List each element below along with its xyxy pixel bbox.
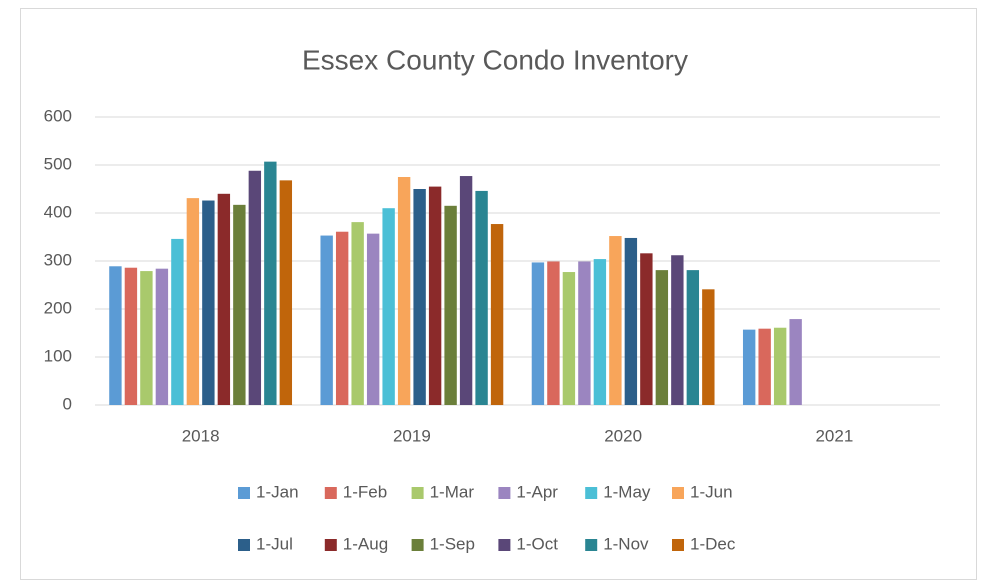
legend-swatch bbox=[672, 539, 684, 551]
bar bbox=[702, 289, 715, 405]
bar bbox=[171, 238, 184, 405]
legend-label: 1-Feb bbox=[343, 482, 387, 501]
legend-swatch bbox=[585, 539, 598, 551]
legend-label: 1-May bbox=[603, 482, 651, 501]
bar bbox=[217, 193, 231, 405]
bar bbox=[140, 271, 153, 405]
bar bbox=[562, 272, 576, 405]
bar bbox=[413, 189, 426, 405]
bar bbox=[475, 190, 488, 405]
legend-label: 1-Jun bbox=[690, 482, 733, 501]
x-tick-label: 2021 bbox=[815, 426, 853, 445]
legend-swatch bbox=[411, 487, 424, 499]
bar bbox=[366, 233, 380, 405]
x-tick-label: 2018 bbox=[182, 426, 220, 445]
legend-swatch bbox=[238, 539, 250, 551]
bar bbox=[382, 208, 395, 405]
legend-label: 1-Mar bbox=[430, 482, 475, 501]
y-tick-label: 400 bbox=[44, 202, 72, 221]
legend-label: 1-Aug bbox=[343, 534, 388, 553]
legend-label: 1-Oct bbox=[516, 534, 558, 553]
y-tick-label: 300 bbox=[44, 250, 72, 269]
y-tick-label: 200 bbox=[44, 298, 72, 317]
bar bbox=[593, 259, 607, 405]
legend-swatch bbox=[498, 487, 511, 499]
chart-title: Essex County Condo Inventory bbox=[302, 44, 688, 75]
bar bbox=[742, 329, 756, 405]
bar bbox=[547, 261, 560, 405]
legend-swatch bbox=[672, 487, 684, 499]
bar bbox=[351, 222, 364, 405]
bar bbox=[789, 319, 802, 405]
bar bbox=[655, 270, 669, 405]
bar bbox=[335, 231, 349, 405]
bar bbox=[155, 268, 169, 405]
y-tick-label: 0 bbox=[63, 394, 72, 413]
legend-label: 1-Apr bbox=[516, 482, 558, 501]
legend-swatch bbox=[411, 539, 424, 551]
bar bbox=[279, 180, 293, 405]
bar bbox=[202, 200, 215, 405]
y-tick-label: 100 bbox=[44, 346, 72, 365]
legend-swatch bbox=[324, 539, 337, 551]
legend-swatch bbox=[498, 539, 511, 551]
bar bbox=[671, 255, 684, 405]
bar bbox=[531, 262, 545, 405]
bar bbox=[428, 186, 442, 405]
bar bbox=[773, 327, 787, 405]
y-tick-label: 600 bbox=[44, 106, 72, 125]
bar bbox=[490, 224, 504, 405]
bar bbox=[124, 267, 138, 405]
legend-label: 1-Sep bbox=[430, 534, 475, 553]
bar bbox=[109, 266, 122, 405]
y-tick-label: 500 bbox=[44, 154, 72, 173]
legend-label: 1-Jul bbox=[256, 534, 293, 553]
legend-label: 1-Dec bbox=[690, 534, 736, 553]
bar bbox=[624, 237, 638, 405]
x-tick-label: 2019 bbox=[393, 426, 431, 445]
bar bbox=[640, 253, 653, 405]
bar bbox=[686, 270, 700, 405]
bar bbox=[186, 198, 200, 405]
bar bbox=[248, 170, 262, 405]
bar bbox=[609, 236, 622, 405]
bar bbox=[397, 177, 411, 405]
legend-swatch bbox=[585, 487, 598, 499]
bar bbox=[578, 261, 591, 405]
bar bbox=[233, 204, 246, 405]
legend-label: 1-Jan bbox=[256, 482, 299, 501]
bar bbox=[264, 161, 277, 405]
legend-swatch bbox=[324, 487, 337, 499]
bar bbox=[459, 176, 473, 405]
bar bbox=[320, 235, 333, 405]
bar bbox=[758, 328, 771, 405]
legend-label: 1-Nov bbox=[603, 534, 649, 553]
legend-swatch bbox=[238, 487, 250, 499]
bar bbox=[444, 205, 457, 405]
x-tick-label: 2020 bbox=[604, 426, 642, 445]
